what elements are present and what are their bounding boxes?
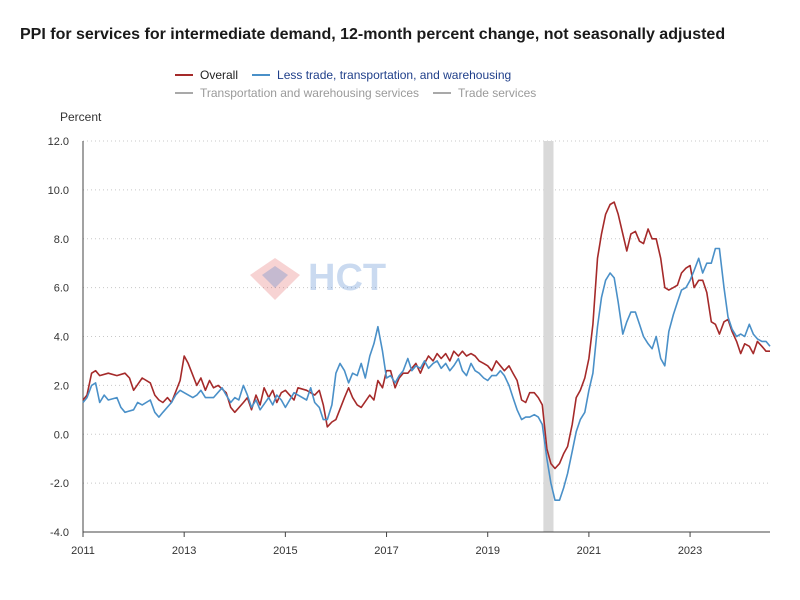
y-tick-label: 0.0 — [54, 429, 69, 441]
watermark-logo: HCT — [250, 257, 386, 300]
legend-swatch-less-trade — [252, 74, 271, 76]
watermark-text: HCT — [308, 257, 386, 299]
legend-swatch-overall — [175, 74, 193, 76]
y-axis-label: Percent — [60, 110, 102, 124]
y-tick-label: 2.0 — [54, 380, 69, 392]
legend-item-overall[interactable]: Overall — [175, 68, 238, 82]
watermark-diamond-icon — [250, 258, 300, 300]
y-tick-label: 8.0 — [54, 234, 69, 246]
watermark-diamond-inner-icon — [262, 266, 288, 288]
chart-title: PPI for services for intermediate demand… — [20, 26, 726, 43]
y-tick-label: 4.0 — [54, 332, 69, 344]
x-tick-label: 2015 — [273, 545, 297, 557]
y-tick-label: 12.0 — [48, 136, 69, 148]
x-tick-label: 2021 — [577, 545, 601, 557]
x-tick-label: 2023 — [678, 545, 702, 557]
legend-label-overall: Overall — [200, 68, 239, 82]
y-tick-label: 10.0 — [48, 185, 69, 197]
x-tick-label: 2019 — [475, 545, 499, 557]
legend-swatch-trade — [433, 92, 452, 94]
legend-swatch-transportation — [175, 92, 193, 94]
legend-label-transportation: Transportation and warehousing services — [200, 86, 420, 100]
x-tick-label: 2017 — [374, 545, 398, 557]
y-tick-label: -2.0 — [50, 478, 69, 490]
legend-item-trade[interactable]: Trade services — [433, 86, 536, 100]
legend-item-transportation[interactable]: Transportation and warehousing services — [175, 86, 419, 100]
x-tick-label: 2011 — [71, 545, 95, 557]
legend-label-trade: Trade services — [458, 86, 537, 100]
series-line-overall — [82, 201, 770, 470]
series-line-less-trade — [82, 247, 771, 501]
recession-shading — [543, 141, 554, 532]
legend: Overall Less trade, transportation, and … — [175, 66, 550, 102]
legend-label-less-trade: Less trade, transportation, and warehous… — [277, 68, 512, 82]
y-tick-label: 6.0 — [54, 283, 69, 295]
y-tick-label: -4.0 — [50, 527, 69, 539]
legend-item-less-trade[interactable]: Less trade, transportation, and warehous… — [252, 68, 511, 82]
x-tick-label: 2013 — [172, 545, 196, 557]
